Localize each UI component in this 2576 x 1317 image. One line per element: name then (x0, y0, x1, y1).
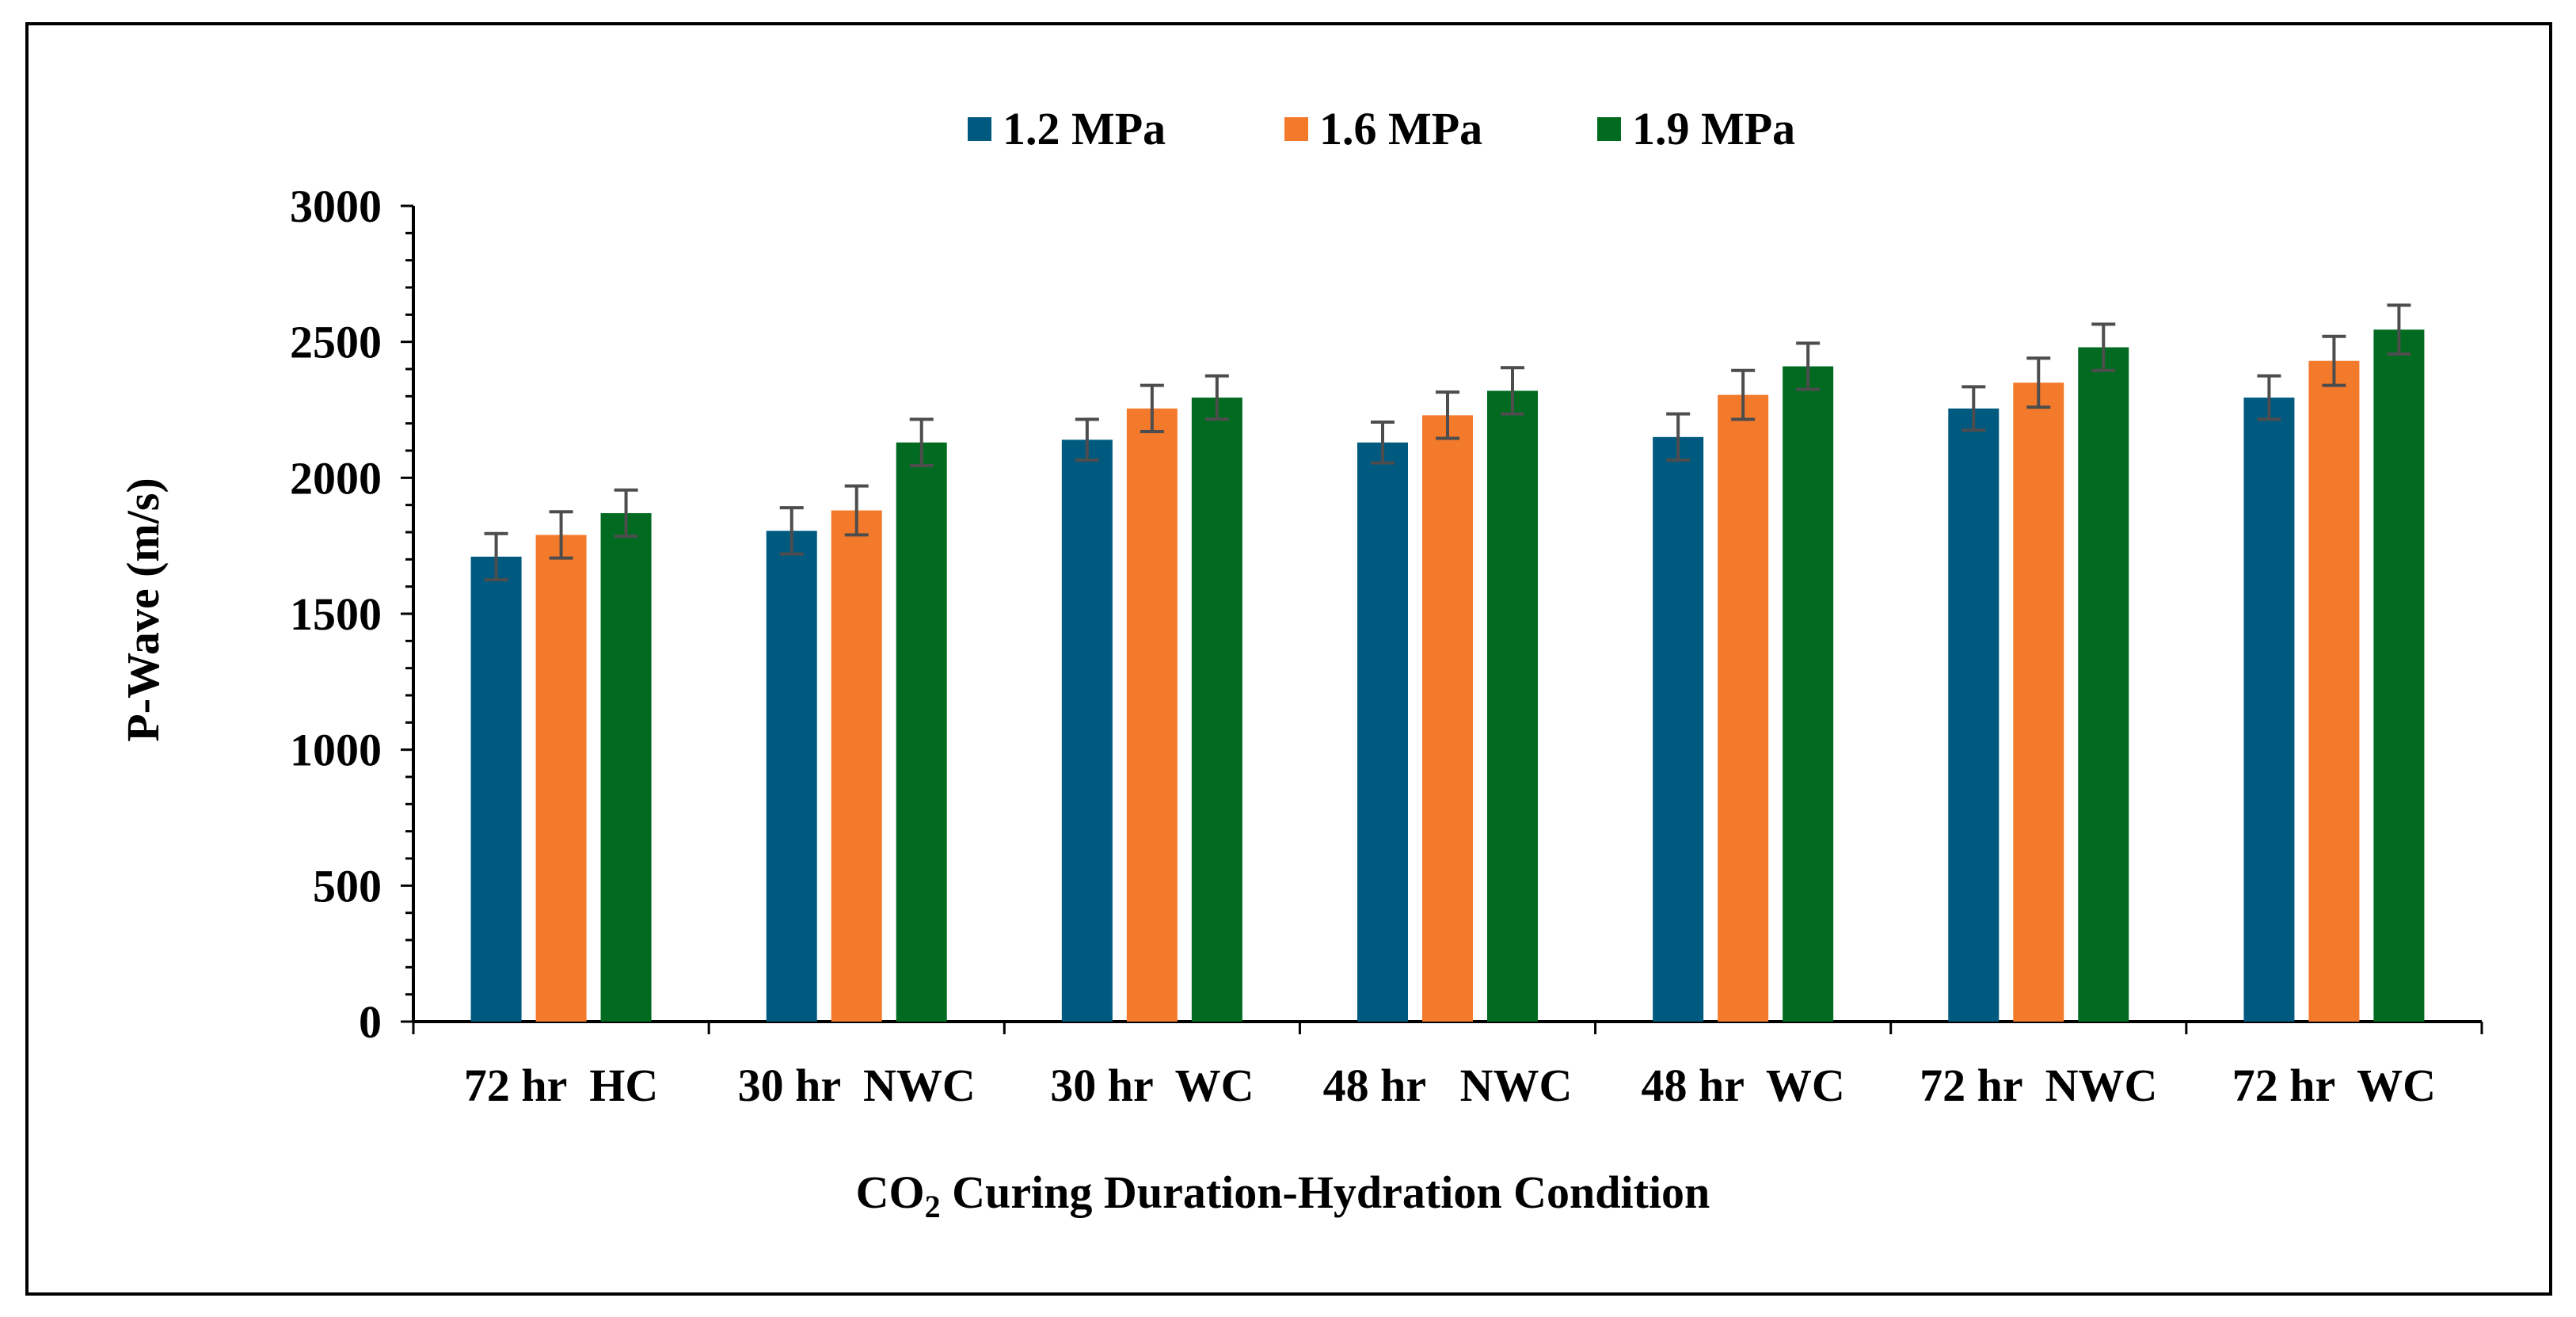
bar (1948, 408, 2000, 1022)
bar (1191, 398, 1242, 1022)
bar (535, 535, 587, 1022)
bar (470, 556, 522, 1022)
bar (600, 512, 652, 1022)
legend-swatch (1597, 117, 1621, 141)
bar (1487, 390, 1538, 1022)
x-tick-label: 72 hr NWC (1920, 1060, 2157, 1111)
chart-frame (25, 22, 2552, 1296)
x-axis: 72 hr HC 30 hr NWC 30 hr WC 48 hr NWC 48 hr … (412, 1020, 2483, 1111)
bar (1357, 442, 1408, 1022)
bar (1422, 415, 1473, 1022)
legend-swatch (1284, 117, 1308, 141)
legend: 1.2 MPa 1.6 MPa 1.9 MPa (968, 103, 1795, 154)
x-axis-title-subscript: 2 (925, 1189, 941, 1224)
x-tick-label: 30 hr WC (1050, 1060, 1254, 1111)
y-tick-label: 2000 (290, 452, 382, 504)
x-axis-title: CO2 Curing Duration-Hydration Condition (856, 1167, 1710, 1224)
y-tick-label: 500 (313, 860, 382, 912)
legend-label: 1.9 MPa (1632, 103, 1795, 154)
bar (1718, 394, 1769, 1022)
bar (831, 510, 882, 1022)
bar (1783, 366, 1834, 1022)
bar (2078, 347, 2129, 1022)
y-tick-label: 3000 (290, 181, 382, 232)
x-tick-label: 72 hr HC (464, 1060, 658, 1111)
bar (896, 442, 947, 1022)
y-axis-title: P-Wave (m/s) (117, 478, 169, 741)
x-tick-label: 48 hr NWC (1323, 1060, 1573, 1111)
x-tick-label: 30 hr NWC (738, 1060, 976, 1111)
bar (766, 531, 817, 1022)
bar (1061, 440, 1113, 1022)
bar (2373, 329, 2425, 1022)
y-tick-label: 1500 (290, 588, 382, 640)
bar (2013, 383, 2064, 1022)
y-tick-label: 1000 (290, 725, 382, 776)
y-tick-label: 2500 (290, 317, 382, 368)
x-tick-label: 48 hr WC (1641, 1060, 1844, 1111)
bars (470, 329, 2425, 1022)
bar (1126, 408, 1178, 1022)
x-axis-title-main: CO (856, 1167, 925, 1218)
y-tick-label: 0 (359, 996, 382, 1048)
legend-swatch (968, 117, 991, 141)
y-axis: 0 500 1000 1500 2000 2500 3000 (290, 181, 415, 1048)
bar (1653, 436, 1704, 1022)
bar (2243, 398, 2295, 1022)
bar (2308, 360, 2360, 1022)
x-tick-label: 72 hr WC (2232, 1060, 2436, 1111)
legend-label: 1.6 MPa (1319, 103, 1482, 154)
x-axis-title-rest: Curing Duration-Hydration Condition (941, 1167, 1710, 1218)
error-bars (484, 303, 2411, 582)
legend-label: 1.2 MPa (1003, 103, 1166, 154)
